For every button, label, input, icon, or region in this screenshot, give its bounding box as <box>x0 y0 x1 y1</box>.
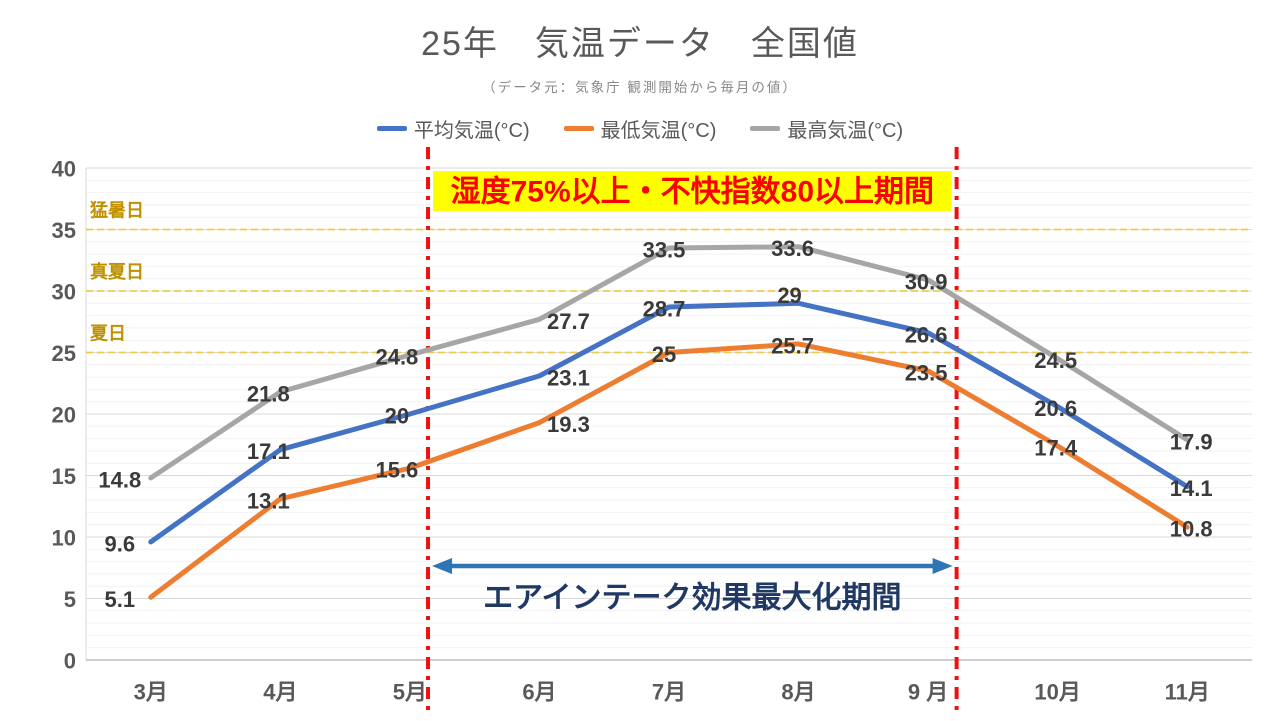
legend-marker <box>563 126 594 131</box>
y-axis-tick-label: 15 <box>52 464 76 489</box>
data-label: 5.1 <box>104 587 135 612</box>
data-label: 23.1 <box>547 365 590 390</box>
data-label: 28.7 <box>643 296 686 321</box>
x-axis-tick-label: 7月 <box>652 680 686 705</box>
data-label: 14.1 <box>1170 476 1213 501</box>
legend-item: 最高気温(°C) <box>750 114 903 143</box>
y-axis-tick-label: 10 <box>52 526 76 551</box>
data-label: 27.7 <box>547 309 590 334</box>
threshold-label: 真夏日 <box>90 261 144 282</box>
data-label: 26.6 <box>905 322 948 347</box>
minor-gridlines <box>86 179 1252 649</box>
legend-label: 最高気温(°C) <box>787 120 904 142</box>
period-arrow-head-right <box>932 558 953 574</box>
data-label: 23.5 <box>905 360 948 385</box>
data-label: 14.8 <box>98 467 141 492</box>
y-axis-tick-label: 35 <box>52 218 76 243</box>
series-line-1 <box>148 341 1190 600</box>
data-label: 25 <box>652 342 676 367</box>
data-label: 20 <box>385 404 409 429</box>
x-axis-tick-label: 3月 <box>134 680 168 705</box>
data-label: 29 <box>777 283 801 308</box>
data-label: 9.6 <box>104 531 135 556</box>
chart-title: 25年 気温データ 全国値 <box>421 25 859 63</box>
period-arrow-head-left <box>432 558 453 574</box>
period-banner-label: 湿度75%以上・不快指数80以上期間 <box>451 176 934 209</box>
data-label: 15.6 <box>375 458 418 483</box>
series-line-2 <box>148 244 1190 481</box>
legend-item: 平均気温(°C) <box>376 114 530 143</box>
legend-label: 最低気温(°C) <box>600 120 717 142</box>
x-axis-tick-label: 11月 <box>1165 680 1210 705</box>
legend-item: 最低気温(°C) <box>563 114 717 143</box>
period-arrow-label: エアインテーク効果最大化期間 <box>483 581 902 615</box>
data-label: 33.6 <box>771 236 814 261</box>
data-label: 17.9 <box>1170 429 1213 454</box>
x-axis-tick-label: 8月 <box>781 680 815 705</box>
data-label: 19.3 <box>547 412 590 437</box>
y-axis-tick-label: 5 <box>64 587 76 612</box>
legend-marker <box>750 126 781 131</box>
series-line-0 <box>148 300 1190 545</box>
x-axis-tick-label: 9 月 <box>908 680 948 705</box>
chart-subtitle: （データ元：気象庁 観測開始から毎月の値） <box>482 80 798 95</box>
x-axis-tick-label: 5月 <box>393 680 427 705</box>
y-axis-tick-label: 25 <box>52 341 76 366</box>
threshold-label: 夏日 <box>90 324 126 344</box>
data-label: 24.8 <box>375 344 418 369</box>
y-axis-tick-label: 20 <box>52 403 76 428</box>
legend-marker <box>376 126 407 131</box>
y-axis-tick-label: 30 <box>52 280 76 305</box>
x-axis-tick-label: 4月 <box>263 680 297 705</box>
data-label: 25.7 <box>771 333 814 358</box>
legend-label: 平均気温(°C) <box>413 120 530 142</box>
data-label: 13.1 <box>247 488 290 513</box>
y-axis-tick-label: 40 <box>52 157 76 182</box>
data-label: 21.8 <box>247 381 290 406</box>
data-label: 33.5 <box>643 237 686 262</box>
y-axis-tick-label: 0 <box>64 649 76 674</box>
data-label: 10.8 <box>1170 517 1213 542</box>
legend: 平均気温(°C) 最低気温(°C) 最高気温(°C) <box>0 114 1280 143</box>
x-axis-tick-label: 6月 <box>522 680 556 705</box>
data-label: 17.1 <box>247 439 290 464</box>
data-label: 20.6 <box>1034 396 1077 421</box>
threshold-label: 猛暑日 <box>89 200 144 221</box>
data-label: 17.4 <box>1034 435 1078 460</box>
data-label: 24.5 <box>1034 348 1077 373</box>
period-banner <box>433 171 952 211</box>
x-axis-tick-label: 10月 <box>1034 680 1080 705</box>
data-label: 30.9 <box>905 269 948 294</box>
